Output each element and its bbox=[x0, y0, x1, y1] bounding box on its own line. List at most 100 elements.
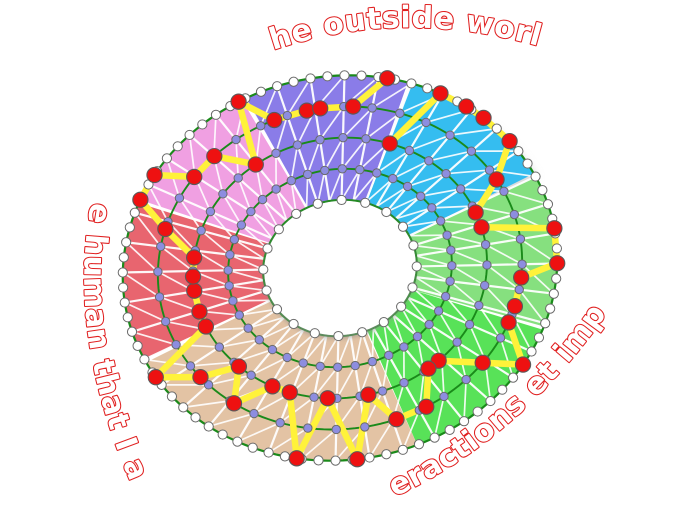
spoke-line bbox=[375, 178, 394, 208]
label-outside-world: The outside world bbox=[0, 0, 546, 58]
graph-node-mid bbox=[416, 191, 426, 201]
graph-node-mid bbox=[427, 203, 437, 213]
graph-node-highlight bbox=[225, 395, 243, 412]
graph-node-plain bbox=[444, 424, 455, 436]
spoke-line bbox=[349, 334, 357, 366]
graph-node-mid bbox=[223, 265, 233, 275]
graph-node-highlight bbox=[146, 166, 163, 184]
graph-node-mid bbox=[404, 145, 415, 156]
graph-node-highlight bbox=[197, 318, 215, 335]
spoke-line bbox=[352, 169, 361, 201]
graph-node-highlight bbox=[192, 368, 209, 386]
graph-node-highlight bbox=[298, 102, 315, 119]
graph-node-mid bbox=[495, 333, 506, 343]
graph-node-mid bbox=[446, 245, 456, 255]
mesh-diagonal bbox=[207, 327, 249, 331]
spoke-line bbox=[148, 183, 180, 200]
graph-node-plain bbox=[197, 119, 208, 130]
mesh-diagonal bbox=[250, 211, 274, 240]
spoke-line bbox=[416, 264, 452, 268]
mesh-diagonal bbox=[406, 296, 430, 325]
graph-node-mid bbox=[424, 156, 434, 166]
graph-node-highlight bbox=[546, 220, 563, 237]
spoke-line bbox=[302, 332, 316, 364]
spoke-line bbox=[469, 323, 501, 339]
spoke-line bbox=[290, 180, 308, 209]
spoke-line bbox=[412, 286, 446, 298]
graph-node-highlight bbox=[420, 360, 437, 377]
highlight-edge bbox=[478, 223, 558, 232]
graph-node-mid bbox=[441, 169, 451, 179]
spoke-line bbox=[340, 168, 344, 200]
graph-node-plain bbox=[540, 318, 551, 329]
graph-node-highlight bbox=[514, 356, 532, 373]
node-layer bbox=[117, 70, 566, 468]
graph-node-plain bbox=[190, 412, 201, 423]
graph-node-highlight bbox=[418, 398, 435, 415]
graph-node-highlight bbox=[132, 191, 149, 208]
graph-node-mid bbox=[421, 117, 431, 128]
spoke-line bbox=[415, 249, 452, 257]
graph-node-mid bbox=[246, 206, 256, 217]
mesh-diagonal bbox=[306, 139, 321, 175]
graph-node-plain bbox=[119, 297, 130, 308]
spoke-line bbox=[228, 279, 265, 287]
graph-node-plain bbox=[522, 158, 533, 169]
mesh-diagonal bbox=[336, 365, 356, 399]
mesh-diagonal bbox=[499, 337, 514, 378]
spoke-line bbox=[275, 188, 298, 215]
graph-node-mid bbox=[331, 424, 341, 435]
spoke-line bbox=[323, 170, 331, 202]
graph-node-plain bbox=[124, 222, 135, 233]
graph-node-plain bbox=[139, 354, 150, 365]
spoke-line bbox=[394, 195, 422, 220]
graph-node-mid bbox=[399, 342, 409, 352]
mesh-diagonal bbox=[445, 295, 471, 326]
graph-node-plain bbox=[305, 73, 316, 84]
spoke-line bbox=[511, 313, 546, 325]
graph-node-plain bbox=[330, 455, 341, 466]
mesh-diagonal bbox=[451, 264, 486, 287]
mesh-diagonal bbox=[147, 184, 169, 223]
graph-node-highlight bbox=[475, 109, 492, 127]
mesh-diagonal bbox=[371, 327, 375, 362]
spoke-line bbox=[392, 314, 419, 338]
mesh-diagonal bbox=[316, 170, 326, 204]
graph-node-plain bbox=[288, 318, 299, 330]
mesh-diagonal bbox=[271, 328, 305, 351]
graph-node-plain bbox=[406, 78, 417, 89]
mesh-diagonal bbox=[209, 210, 235, 241]
spoke-line bbox=[372, 327, 390, 356]
spoke-line bbox=[232, 289, 267, 302]
graph-node-mid bbox=[298, 358, 308, 368]
mesh-diagonal bbox=[208, 374, 252, 386]
graph-node-mid bbox=[367, 103, 377, 113]
graph-node-mid bbox=[302, 169, 313, 180]
mesh-diagonal bbox=[125, 241, 159, 273]
mesh-diagonal bbox=[468, 324, 486, 361]
mesh-diagonal bbox=[437, 310, 458, 343]
graph-node-mid bbox=[255, 121, 266, 131]
mesh-diagonal bbox=[352, 172, 378, 202]
graph-node-highlight bbox=[381, 135, 398, 152]
mesh-diagonal bbox=[131, 330, 177, 346]
graph-node-mid bbox=[484, 165, 495, 175]
mesh-diagonal bbox=[392, 314, 405, 348]
mesh-diagonal bbox=[229, 284, 267, 292]
graph-node-plain bbox=[381, 206, 392, 218]
graph-node-mid bbox=[439, 391, 449, 402]
graph-node-mid bbox=[156, 241, 166, 252]
spoke-line bbox=[427, 134, 451, 162]
mesh-diagonal bbox=[336, 334, 352, 368]
mesh-diagonal bbox=[286, 77, 312, 117]
graph-node-mid bbox=[224, 281, 234, 291]
graph-node-highlight bbox=[474, 354, 491, 371]
graph-node-mid bbox=[399, 378, 409, 388]
mesh-diagonal bbox=[428, 150, 472, 162]
spoke-line bbox=[415, 275, 451, 283]
spoke-line bbox=[470, 127, 498, 152]
graph-node-plain bbox=[364, 452, 375, 463]
spoke-line bbox=[319, 335, 328, 367]
mesh-diagonal bbox=[319, 335, 340, 367]
spoke-line bbox=[261, 198, 288, 222]
